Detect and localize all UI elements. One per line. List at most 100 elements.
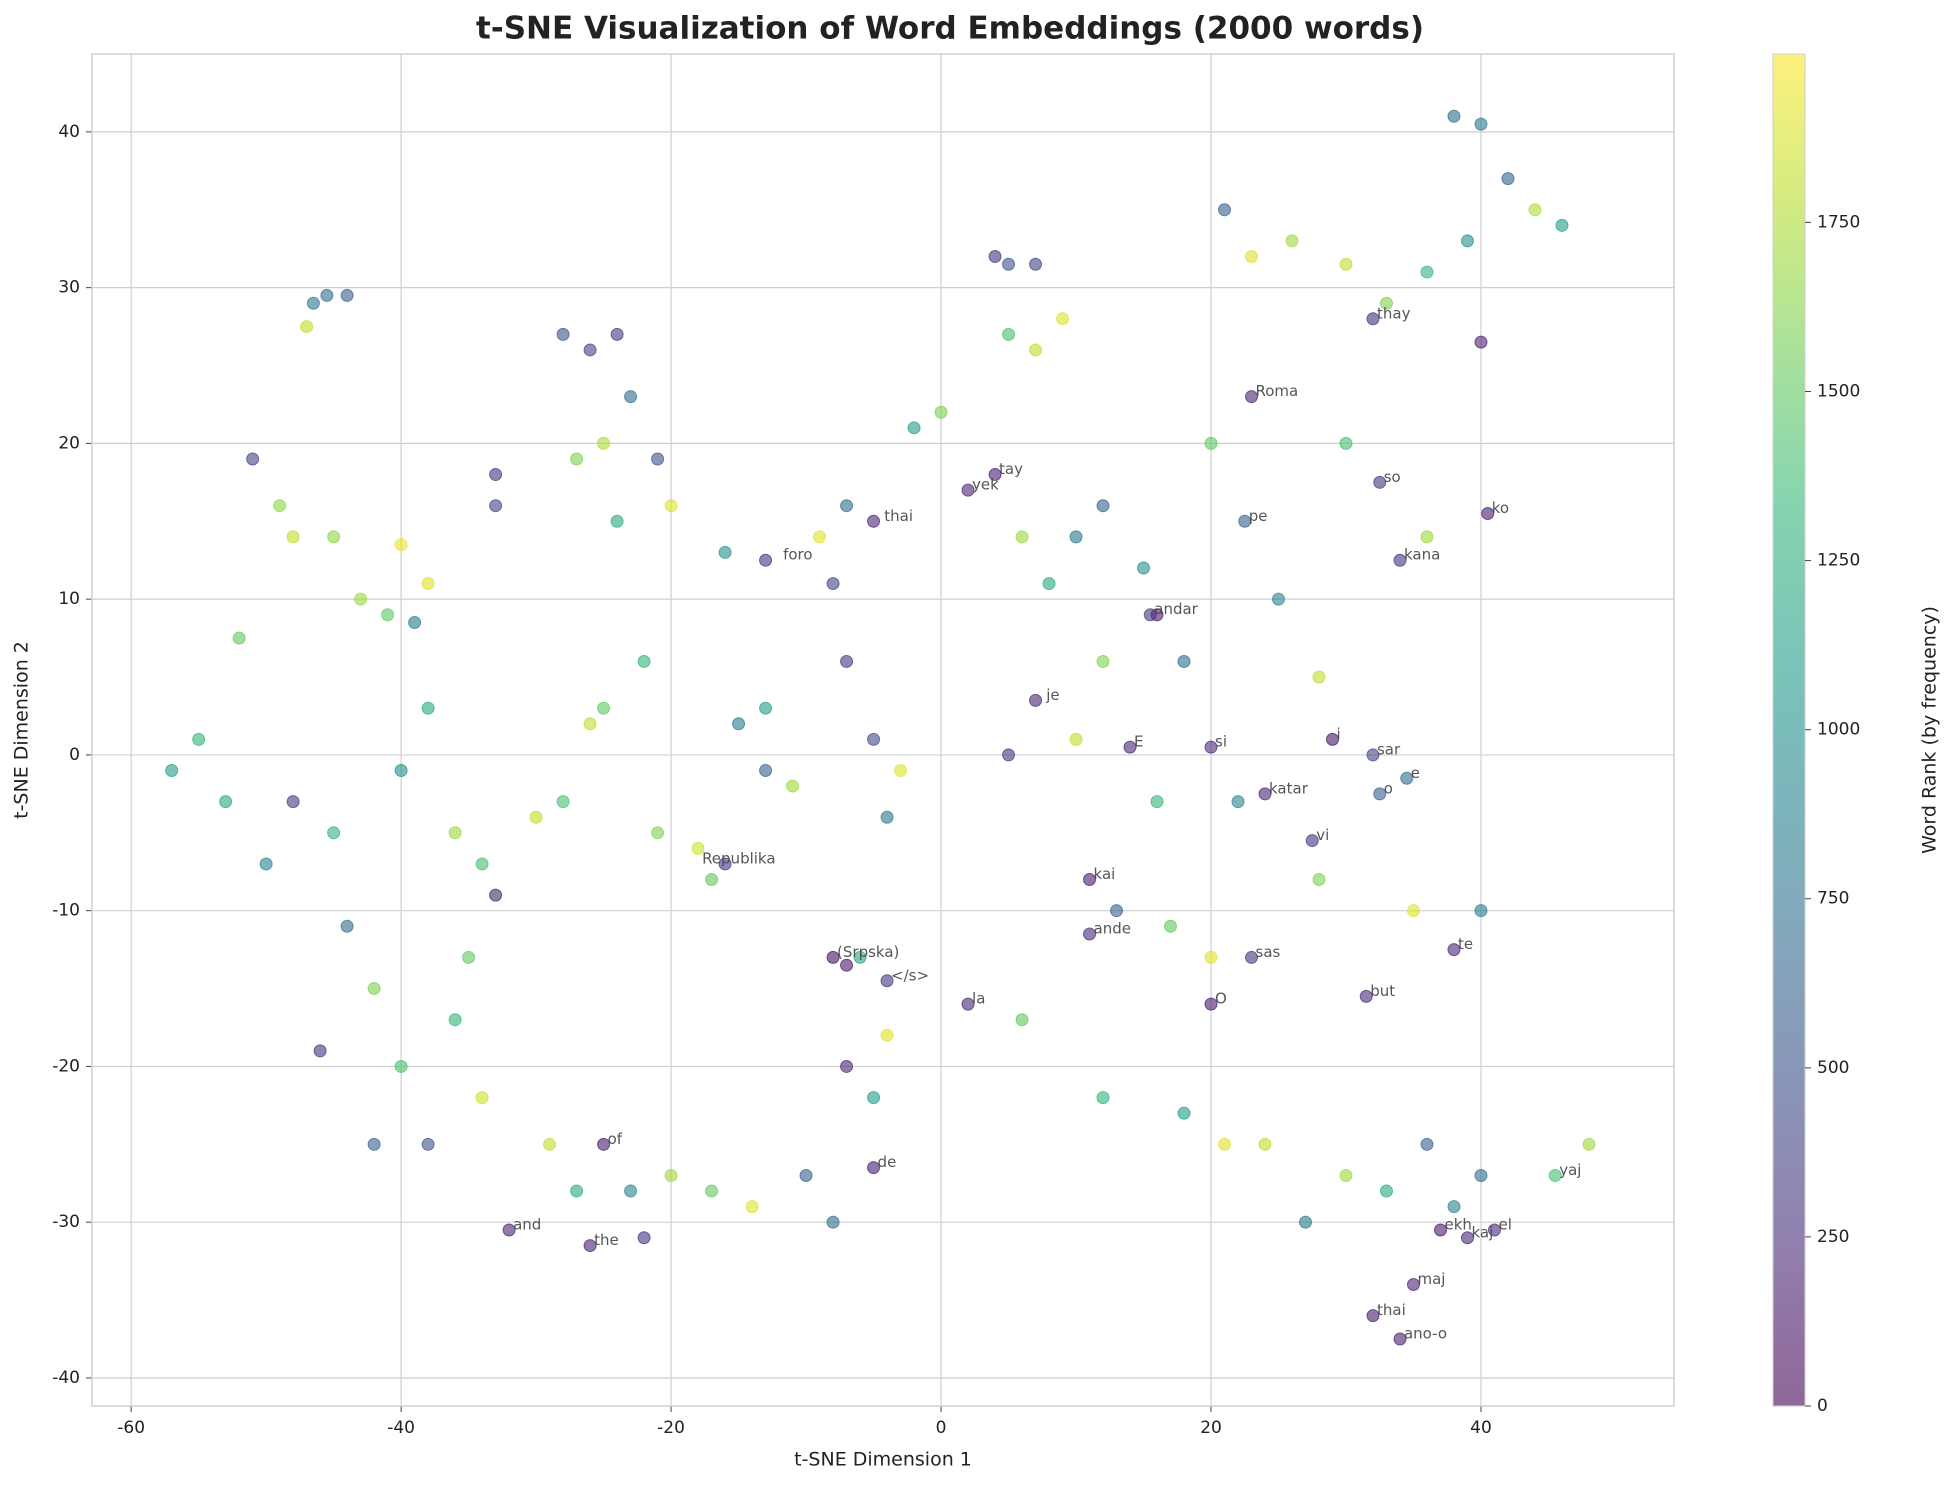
point — [1339, 436, 1353, 450]
point — [381, 608, 395, 622]
point — [1474, 335, 1488, 349]
word-label: ko — [1492, 499, 1509, 517]
point — [1272, 592, 1285, 606]
word-label: je — [1045, 686, 1059, 704]
point — [1359, 989, 1373, 1003]
x-tick-label: 0 — [936, 1418, 947, 1438]
word-label: kaj — [1471, 1223, 1493, 1241]
point — [448, 826, 462, 840]
point — [637, 654, 651, 668]
point — [1096, 1091, 1110, 1105]
point — [1400, 771, 1414, 785]
point — [799, 1168, 813, 1182]
point — [1083, 873, 1097, 887]
point — [1015, 1013, 1029, 1027]
point — [610, 327, 624, 341]
word-label: of — [608, 1130, 623, 1148]
point — [475, 1091, 489, 1105]
point — [1245, 249, 1259, 263]
point — [1177, 1106, 1191, 1120]
point — [759, 553, 773, 567]
point — [583, 343, 597, 357]
point — [1002, 257, 1016, 271]
point — [840, 1059, 854, 1073]
point — [1002, 327, 1016, 341]
word-label: thai — [1377, 1301, 1406, 1319]
word-label: de — [878, 1153, 897, 1171]
point — [597, 701, 611, 715]
point — [367, 982, 381, 996]
x-tick-label: 40 — [1470, 1418, 1492, 1438]
point — [1366, 748, 1380, 762]
point — [1393, 553, 1407, 567]
point — [826, 1215, 840, 1229]
point — [1204, 740, 1218, 754]
point — [583, 717, 597, 731]
x-tick-label: 20 — [1200, 1418, 1222, 1438]
word-label: o — [1384, 779, 1393, 797]
point — [826, 577, 840, 591]
point — [691, 841, 705, 855]
point — [543, 1137, 557, 1151]
point — [273, 499, 287, 513]
y-tick-label: -20 — [52, 1056, 80, 1076]
colorbar-tick-label: 1250 — [1817, 551, 1860, 571]
point — [867, 514, 881, 528]
point — [1056, 312, 1070, 326]
plot-frame — [91, 53, 1675, 1407]
y-tick-label: -10 — [52, 901, 80, 921]
point — [1373, 787, 1387, 801]
point — [718, 545, 732, 559]
word-label: si — [1215, 733, 1227, 751]
word-label: and — [513, 1215, 541, 1233]
y-tick-label: -30 — [52, 1212, 80, 1232]
point — [705, 1184, 719, 1198]
point — [1487, 1223, 1501, 1237]
point — [1420, 265, 1434, 279]
word-label: vi — [1316, 826, 1329, 844]
point — [651, 826, 665, 840]
point — [286, 795, 300, 809]
point — [988, 249, 1002, 263]
point — [1238, 514, 1252, 528]
word-label: E — [1134, 733, 1143, 751]
point — [300, 320, 314, 334]
colorbar-tick-label: 1500 — [1817, 381, 1860, 401]
colorbar-tick-label: 0 — [1817, 1396, 1828, 1416]
word-label: andar — [1154, 600, 1198, 618]
point — [1177, 654, 1191, 668]
point — [597, 436, 611, 450]
point — [1393, 1332, 1407, 1346]
point — [192, 732, 206, 746]
point — [1312, 873, 1326, 887]
point — [219, 795, 233, 809]
point — [894, 763, 908, 777]
point — [259, 857, 273, 871]
point — [1231, 795, 1245, 809]
point — [1298, 1215, 1312, 1229]
colorbar-tick-label: 750 — [1817, 889, 1849, 909]
point — [583, 1239, 597, 1253]
y-tick-label: 40 — [58, 122, 80, 142]
point — [1420, 530, 1434, 544]
point — [556, 327, 570, 341]
point — [1204, 436, 1218, 450]
colorbar-tick-label: 500 — [1817, 1058, 1849, 1078]
point — [1083, 927, 1097, 941]
y-tick-label: 0 — [69, 745, 80, 765]
point — [475, 857, 489, 871]
point — [1015, 530, 1029, 544]
point — [1245, 390, 1259, 404]
word-label: ande — [1094, 920, 1131, 938]
word-label: thay — [1377, 304, 1411, 322]
point — [1325, 732, 1339, 746]
point — [1548, 1168, 1562, 1182]
point — [961, 483, 975, 497]
point — [637, 1231, 651, 1245]
point — [880, 1028, 894, 1042]
y-axis-label: t-SNE Dimension 2 — [11, 641, 33, 819]
x-tick-label: -20 — [657, 1418, 685, 1438]
point — [759, 701, 773, 715]
point — [320, 288, 334, 302]
